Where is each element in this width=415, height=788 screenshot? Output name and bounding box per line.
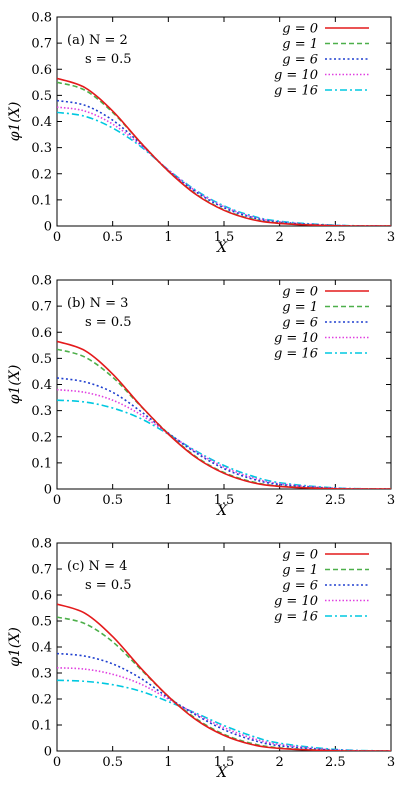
- x-tick-label: 0.5: [102, 230, 123, 245]
- y-tick-label: 0.8: [31, 537, 52, 552]
- chart-panel-3: 0 0.5 1 1.5 2 2.5 3 0 0.1 0.2 0.3 0.4 0.5 0.6 0.7 0.8 Xφ…: [7, 537, 395, 782]
- y-tick-label: 0.5: [31, 89, 52, 104]
- legend-label: g = 16: [274, 610, 318, 625]
- y-tick-label: 0.3: [31, 404, 52, 419]
- x-tick-label: 1.5: [214, 230, 235, 245]
- x-axis-label: X: [216, 503, 228, 519]
- x-axis-label: X: [216, 240, 228, 256]
- legend-label: g = 6: [282, 579, 318, 594]
- y-tick-label: 0: [44, 483, 52, 498]
- plot-frame: [56, 542, 392, 752]
- y-tick-label: 0.3: [31, 667, 52, 682]
- x-tick-label: 2: [276, 230, 284, 245]
- y-tick-label: 0.7: [31, 37, 52, 52]
- y-tick-label: 0.1: [31, 456, 52, 471]
- x-tick-label: 2.5: [325, 493, 346, 508]
- y-axis-label: φ1(X): [7, 627, 23, 667]
- legend-label: g = 1: [282, 300, 318, 315]
- y-axis-label: φ1(X): [7, 102, 23, 142]
- series-line-3: [57, 377, 391, 489]
- y-tick-label: 0.5: [31, 615, 52, 630]
- x-tick-label: 2: [276, 755, 284, 770]
- x-tick-label: 3: [387, 230, 395, 245]
- series-line-2: [57, 348, 391, 489]
- parameter-annotation: s = 0.5: [85, 52, 132, 67]
- y-tick-label: 0.3: [31, 141, 52, 156]
- legend-label: g = 1: [282, 37, 318, 52]
- x-axis-label: X: [216, 765, 228, 781]
- series-line-5: [57, 111, 391, 226]
- y-tick-label: 0.1: [31, 193, 52, 208]
- y-tick-label: 0.4: [31, 378, 52, 393]
- parameter-annotation: s = 0.5: [85, 578, 132, 593]
- y-tick-label: 0.4: [31, 641, 52, 656]
- legend-label: g = 1: [282, 563, 318, 578]
- x-tick-label: 3: [387, 493, 395, 508]
- y-tick-label: 0.8: [31, 11, 52, 26]
- x-tick-label: 1: [164, 230, 172, 245]
- y-tick-label: 0.7: [31, 300, 52, 315]
- series-line-3: [57, 99, 391, 226]
- y-tick-label: 0.2: [31, 693, 52, 708]
- legend-label: g = 16: [274, 347, 318, 362]
- panel-annotation: (b) N = 3: [67, 296, 128, 311]
- plot-frame: [56, 279, 392, 490]
- x-tick-label: 2: [276, 493, 284, 508]
- legend-label: g = 6: [282, 53, 318, 68]
- y-tick-label: 0.2: [31, 430, 52, 445]
- chart-panel-1: 0 0.5 1 1.5 2 2.5 3 0 0.1 0.2 0.3 0.4 0.5 0.6 0.7 0.8 Xφ…: [7, 11, 395, 257]
- x-tick-label: 1: [164, 493, 172, 508]
- y-tick-label: 0: [44, 745, 52, 760]
- x-tick-label: 3: [387, 755, 395, 770]
- parameter-annotation: s = 0.5: [85, 315, 132, 330]
- x-tick-label: 1.5: [214, 493, 235, 508]
- legend-label: g = 10: [274, 331, 318, 346]
- series-line-5: [57, 679, 391, 751]
- legend-label: g = 16: [274, 84, 318, 99]
- legend-label: g = 10: [274, 68, 318, 83]
- y-tick-label: 0.4: [31, 115, 52, 130]
- series-line-4: [57, 106, 391, 226]
- y-tick-label: 0.5: [31, 352, 52, 367]
- y-tick-label: 0.6: [31, 589, 52, 604]
- y-tick-label: 0.6: [31, 63, 52, 78]
- series-line-1: [57, 603, 391, 751]
- legend-label: g = 6: [282, 316, 318, 331]
- series-line-2: [57, 616, 391, 751]
- series-line-5: [57, 399, 391, 489]
- y-tick-label: 0.2: [31, 167, 52, 182]
- y-axis-label: φ1(X): [7, 365, 23, 405]
- legend-label: g = 0: [282, 285, 318, 300]
- series-line-2: [57, 81, 391, 226]
- legend-label: g = 0: [282, 548, 318, 563]
- x-tick-label: 2.5: [325, 230, 346, 245]
- series-line-1: [57, 340, 391, 489]
- series-line-4: [57, 667, 391, 751]
- y-tick-label: 0.7: [31, 563, 52, 578]
- y-tick-label: 0: [44, 220, 52, 235]
- legend-label: g = 10: [274, 594, 318, 609]
- x-tick-label: 2.5: [325, 755, 346, 770]
- x-tick-label: 0.5: [102, 755, 123, 770]
- panel-annotation: (a) N = 2: [67, 33, 128, 48]
- x-tick-label: 0: [53, 230, 61, 245]
- series-line-1: [57, 77, 391, 226]
- x-tick-label: 1.5: [214, 755, 235, 770]
- series-line-3: [57, 652, 391, 751]
- y-tick-label: 0.8: [31, 274, 52, 289]
- chart-panel-2: 0 0.5 1 1.5 2 2.5 3 0 0.1 0.2 0.3 0.4 0.5 0.6 0.7 0.8 Xφ…: [7, 274, 395, 520]
- legend-label: g = 0: [282, 22, 318, 37]
- x-tick-label: 1: [164, 755, 172, 770]
- y-tick-label: 0.6: [31, 326, 52, 341]
- x-tick-label: 0: [53, 493, 61, 508]
- x-tick-label: 0: [53, 755, 61, 770]
- panel-annotation: (c) N = 4: [67, 559, 127, 574]
- y-tick-label: 0.1: [31, 719, 52, 734]
- x-tick-label: 0.5: [102, 493, 123, 508]
